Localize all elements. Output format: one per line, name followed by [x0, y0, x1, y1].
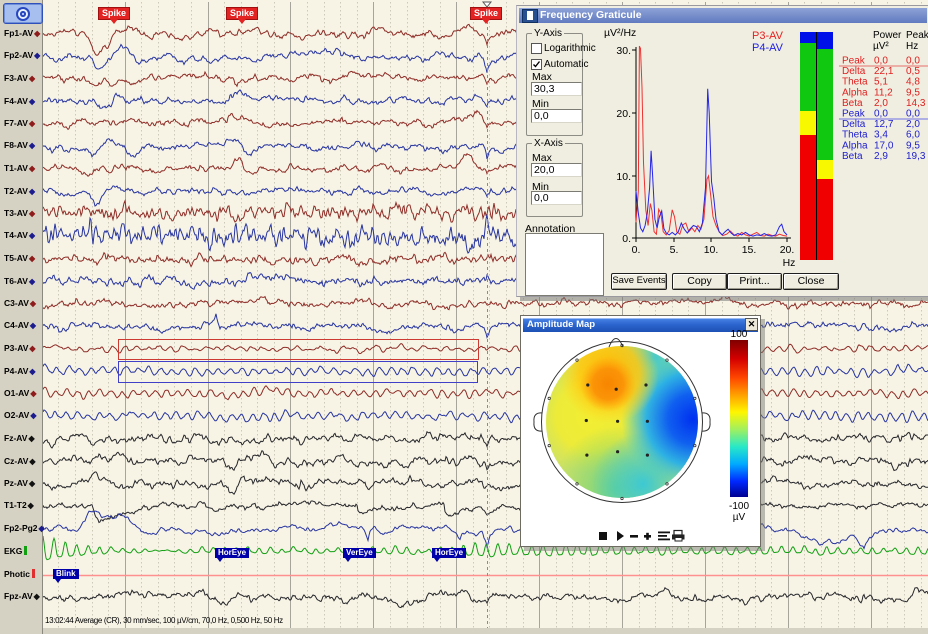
svg-text:30.: 30.: [616, 45, 631, 57]
svg-text:3,4: 3,4: [874, 130, 888, 141]
svg-text:Hz: Hz: [906, 41, 918, 52]
svg-text:-100: -100: [729, 501, 749, 512]
svg-text:11,2: 11,2: [874, 87, 893, 98]
svg-text:9,5: 9,5: [906, 87, 920, 98]
svg-text:4,8: 4,8: [906, 77, 920, 88]
svg-text:17,0: 17,0: [874, 140, 894, 151]
svg-text:10.: 10.: [616, 171, 631, 183]
svg-text:Delta: Delta: [842, 119, 866, 130]
svg-text:µV²: µV²: [873, 41, 889, 52]
svg-text:P4-AV: P4-AV: [752, 42, 784, 54]
svg-text:14,3: 14,3: [906, 98, 926, 109]
svg-text:2,9: 2,9: [874, 151, 888, 162]
svg-text:Hz: Hz: [783, 257, 796, 269]
svg-text:15.: 15.: [742, 244, 757, 256]
svg-text:Power: Power: [873, 30, 902, 41]
svg-text:100: 100: [731, 329, 748, 340]
svg-text:µV: µV: [733, 512, 746, 523]
svg-text:20.: 20.: [616, 108, 631, 120]
svg-text:19,3: 19,3: [906, 151, 926, 162]
svg-text:µV²/Hz: µV²/Hz: [604, 27, 636, 39]
svg-text:0,0: 0,0: [906, 109, 920, 120]
svg-text:5,1: 5,1: [874, 77, 888, 88]
svg-text:10.: 10.: [704, 244, 719, 256]
svg-text:9,5: 9,5: [906, 140, 920, 151]
svg-text:22,1: 22,1: [874, 66, 894, 77]
svg-text:6,0: 6,0: [906, 130, 920, 141]
svg-text:0,0: 0,0: [874, 109, 888, 120]
svg-text:0,0: 0,0: [906, 56, 920, 67]
svg-text:P3-AV: P3-AV: [752, 30, 784, 42]
svg-text:0.: 0.: [622, 233, 631, 245]
svg-text:0,5: 0,5: [906, 66, 920, 77]
svg-text:Peak: Peak: [842, 109, 866, 120]
svg-text:Alpha: Alpha: [842, 140, 868, 151]
svg-text:Beta: Beta: [842, 151, 863, 162]
svg-text:5.: 5.: [670, 244, 679, 256]
svg-text:Theta: Theta: [842, 77, 868, 88]
svg-text:2,0: 2,0: [874, 98, 888, 109]
svg-text:Peak: Peak: [842, 56, 866, 67]
svg-text:12,7: 12,7: [874, 119, 894, 130]
svg-text:0.: 0.: [632, 244, 641, 256]
svg-text:2,0: 2,0: [906, 119, 920, 130]
svg-text:Alpha: Alpha: [842, 87, 868, 98]
svg-text:Beta: Beta: [842, 98, 863, 109]
svg-text:Peak: Peak: [906, 30, 928, 41]
svg-text:Delta: Delta: [842, 66, 866, 77]
svg-text:Theta: Theta: [842, 130, 868, 141]
svg-text:0,0: 0,0: [874, 56, 888, 67]
svg-text:20.: 20.: [780, 244, 795, 256]
